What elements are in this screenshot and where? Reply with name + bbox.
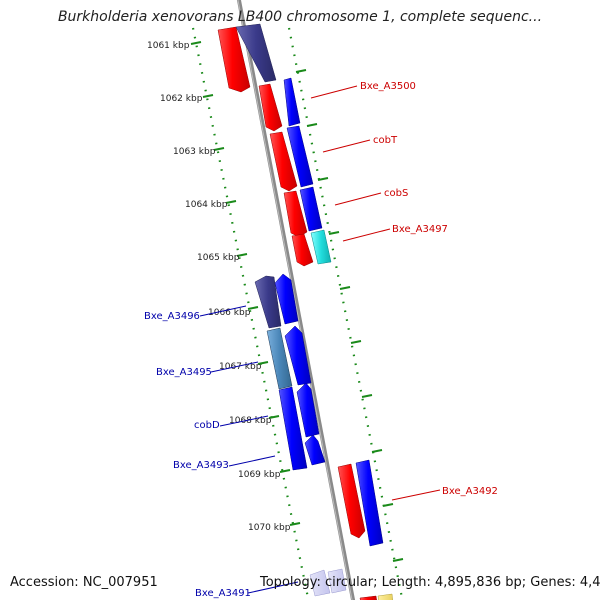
gene-labels: Bxe_A3500 cobT cobS Bxe_A3497 Bxe_A3496 … <box>144 81 498 599</box>
gene-feature <box>266 327 293 390</box>
gene-label: Bxe_A3495 <box>156 367 212 378</box>
gene-feature <box>254 275 282 329</box>
gene-label: Bxe_A3491 <box>195 588 251 599</box>
tick-label: 1068 kbp <box>229 416 272 426</box>
gene-feature <box>278 386 308 471</box>
gene-feature <box>327 568 347 594</box>
tick-label: 1070 kbp <box>248 523 291 533</box>
tick-label: 1069 kbp <box>238 470 281 480</box>
label-leader-lines <box>199 85 441 594</box>
gene-label: Bxe_A3497 <box>392 224 448 235</box>
gene-feature <box>286 125 314 188</box>
gene-label: Bxe_A3500 <box>360 81 416 92</box>
gene-feature <box>217 26 251 93</box>
gene-feature <box>258 83 283 132</box>
gene-label: cobT <box>373 135 398 146</box>
gene-label: cobD <box>194 420 220 431</box>
gene-feature <box>337 463 366 539</box>
gene-label: Bxe_A3493 <box>173 460 229 471</box>
gene-feature <box>304 434 326 466</box>
genome-backbone <box>236 0 356 600</box>
page-title: Burkholderia xenovorans LB400 chromosome… <box>57 9 543 25</box>
gene-feature <box>284 325 312 386</box>
gene-feature <box>235 23 277 83</box>
genome-backbone-highlight <box>237 0 353 600</box>
tick-label: 1066 kbp <box>208 308 251 318</box>
gene-feature <box>299 186 323 232</box>
tick-label: 1063 kbp <box>173 147 216 157</box>
gene-feature <box>355 459 384 547</box>
gene-feature <box>309 569 331 597</box>
gene-feature <box>377 593 394 600</box>
gene-feature <box>291 233 314 267</box>
gene-label: Bxe_A3492 <box>442 486 498 497</box>
tick-label: 1067 kbp <box>219 362 262 372</box>
accession-text: Accession: NC_007951 <box>10 575 158 590</box>
gene-label: Bxe_A3496 <box>144 311 200 322</box>
scale-track-outer <box>287 27 404 599</box>
tick-label: 1061 kbp <box>147 41 190 51</box>
gene-feature <box>269 131 298 192</box>
gene-feature <box>310 229 332 265</box>
tick-label: 1062 kbp <box>160 94 203 104</box>
gene-features-forward <box>235 23 394 600</box>
tick-label: 1064 kbp <box>185 200 228 210</box>
gene-feature <box>283 77 301 127</box>
gene-label: cobS <box>384 188 408 199</box>
tick-label: 1065 kbp <box>197 253 240 263</box>
gene-feature <box>296 382 320 438</box>
gene-features-reverse <box>217 26 331 597</box>
scale-major-ticks <box>190 41 404 562</box>
gene-feature <box>274 273 299 325</box>
topology-text: Topology: circular; Length: 4,895,836 bp… <box>260 575 600 590</box>
gene-feature <box>359 595 377 600</box>
tick-labels: 1061 kbp 1062 kbp 1063 kbp 1064 kbp 1065… <box>147 41 291 533</box>
